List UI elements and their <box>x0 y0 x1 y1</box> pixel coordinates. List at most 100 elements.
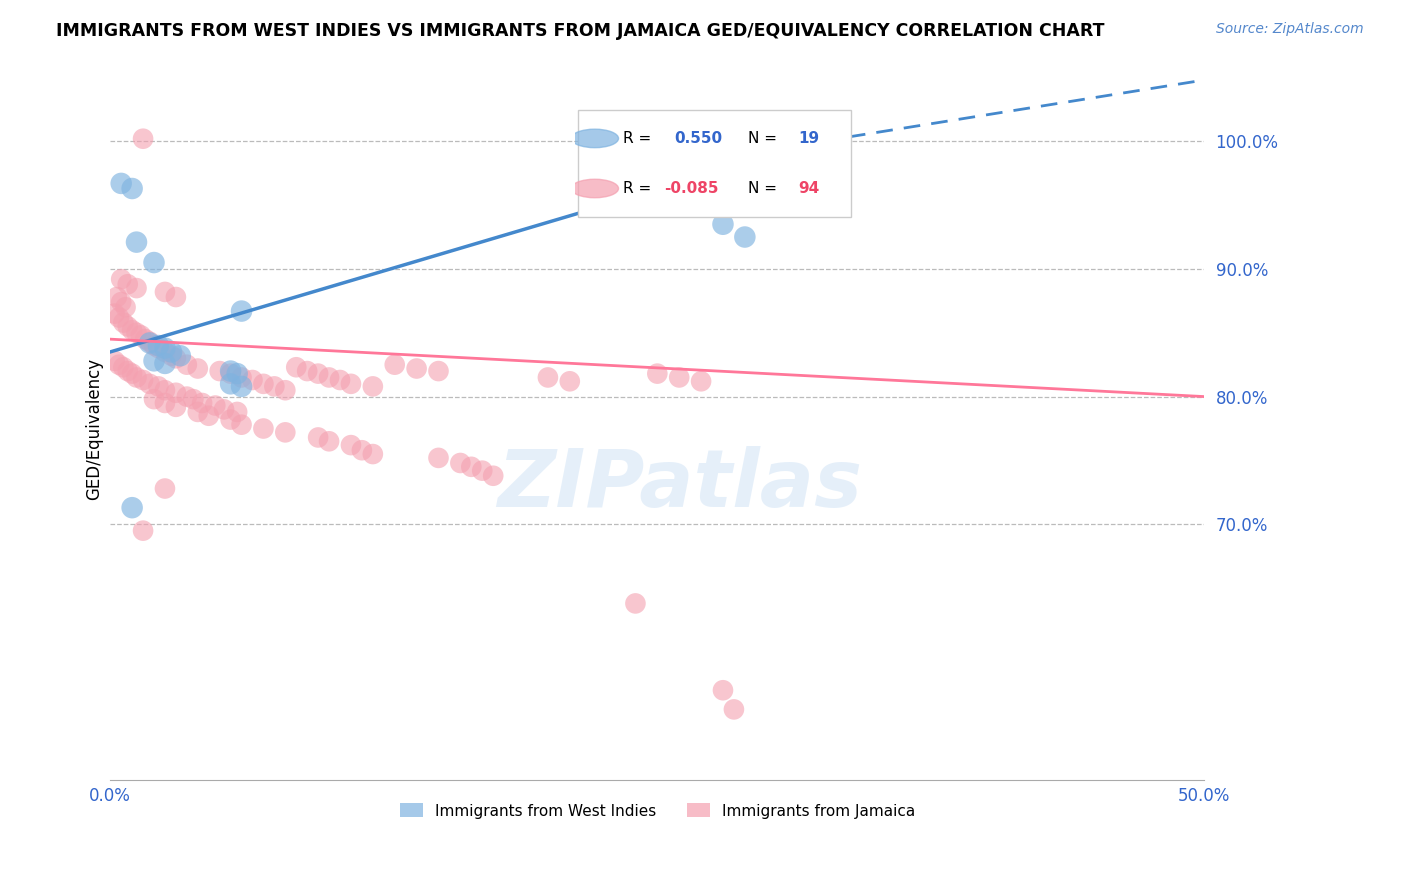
Point <box>318 434 340 449</box>
Point <box>307 367 329 381</box>
Point <box>105 290 128 304</box>
Point <box>117 319 139 334</box>
Point <box>117 277 139 292</box>
Point <box>711 683 734 698</box>
Point <box>558 374 581 388</box>
Point <box>143 392 166 406</box>
Point <box>340 376 363 391</box>
Point <box>104 354 127 368</box>
Point <box>110 177 132 191</box>
Point <box>165 385 187 400</box>
Point <box>647 367 669 381</box>
Point <box>204 399 226 413</box>
Point <box>112 360 135 375</box>
Text: Source: ZipAtlas.com: Source: ZipAtlas.com <box>1216 22 1364 37</box>
Point <box>219 367 242 381</box>
Point <box>143 255 166 269</box>
Point <box>143 354 166 368</box>
Point <box>138 334 160 349</box>
Point <box>252 421 274 435</box>
Point <box>231 370 253 384</box>
Point <box>176 358 198 372</box>
Point <box>219 376 242 391</box>
Point <box>165 400 187 414</box>
Point <box>153 341 176 355</box>
Point <box>187 361 209 376</box>
Point <box>125 235 148 249</box>
Point <box>148 379 170 393</box>
Point <box>191 396 214 410</box>
Point <box>340 438 363 452</box>
Point <box>295 364 318 378</box>
Point <box>104 307 127 321</box>
Point <box>537 370 560 384</box>
Point <box>231 379 253 393</box>
Point <box>723 702 745 716</box>
Point <box>307 430 329 444</box>
Point <box>668 370 690 384</box>
Point <box>138 376 160 391</box>
Point <box>231 304 253 318</box>
Point <box>121 367 143 381</box>
Point <box>285 360 308 375</box>
Point <box>226 405 249 419</box>
Point <box>125 370 148 384</box>
Point <box>110 295 132 310</box>
Point <box>160 345 183 359</box>
Point <box>153 345 176 359</box>
Point <box>153 356 176 370</box>
Point <box>108 310 131 325</box>
Point <box>231 417 253 432</box>
Point <box>197 409 219 423</box>
Point <box>329 373 352 387</box>
Point <box>125 326 148 340</box>
Point <box>690 374 713 388</box>
Point <box>187 405 209 419</box>
Point <box>176 390 198 404</box>
Point <box>427 364 450 378</box>
Point <box>132 373 155 387</box>
Point <box>114 300 136 314</box>
Point <box>121 181 143 195</box>
Point <box>212 402 235 417</box>
Point <box>274 425 297 440</box>
Point <box>263 379 285 393</box>
Point <box>361 379 384 393</box>
Point <box>129 328 152 343</box>
Point <box>138 336 160 351</box>
Point <box>449 456 471 470</box>
Point <box>219 364 242 378</box>
Point <box>112 316 135 330</box>
Point <box>405 361 427 376</box>
Point <box>110 272 132 286</box>
Point <box>460 459 482 474</box>
Point <box>160 349 183 363</box>
Point <box>165 351 187 366</box>
Y-axis label: GED/Equivalency: GED/Equivalency <box>86 358 103 500</box>
Point <box>148 341 170 355</box>
Point <box>132 132 155 146</box>
Point <box>153 285 176 299</box>
Point <box>165 290 187 304</box>
Point <box>132 524 155 538</box>
Point <box>169 349 191 363</box>
Point <box>711 217 734 231</box>
Point <box>274 383 297 397</box>
Point <box>121 500 143 515</box>
Point <box>134 332 156 346</box>
Point <box>361 447 384 461</box>
Point <box>318 370 340 384</box>
Point <box>108 358 131 372</box>
Point <box>242 373 264 387</box>
Point <box>350 443 373 458</box>
Point <box>219 412 242 426</box>
Text: ZIPatlas: ZIPatlas <box>496 446 862 524</box>
Point <box>624 596 647 610</box>
Point <box>153 383 176 397</box>
Point <box>427 450 450 465</box>
Point <box>482 468 505 483</box>
Point <box>734 230 756 244</box>
Text: IMMIGRANTS FROM WEST INDIES VS IMMIGRANTS FROM JAMAICA GED/EQUIVALENCY CORRELATI: IMMIGRANTS FROM WEST INDIES VS IMMIGRANT… <box>56 22 1105 40</box>
Point <box>252 376 274 391</box>
Point <box>153 482 176 496</box>
